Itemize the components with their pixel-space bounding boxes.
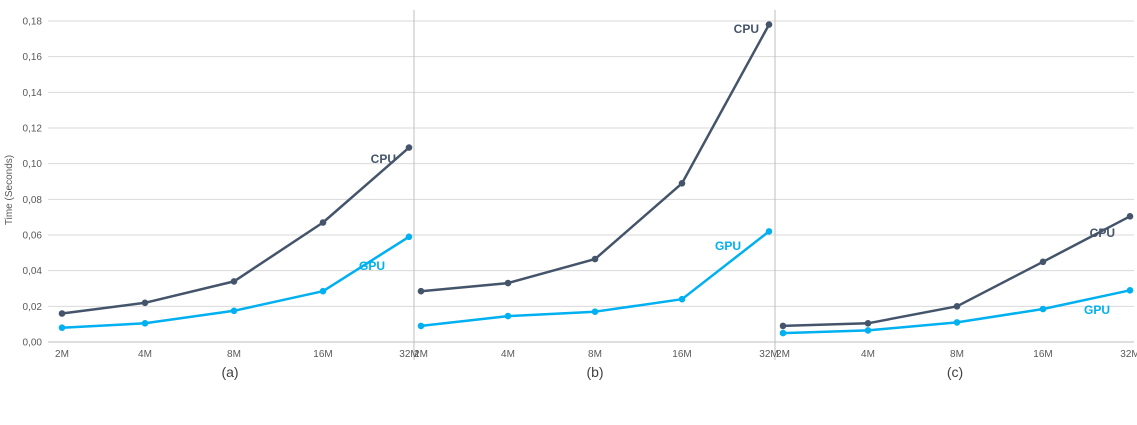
data-point-cpu: [504, 279, 512, 287]
y-tick-label: 0,02: [23, 302, 43, 313]
series-label-cpu: CPU: [734, 22, 759, 36]
data-point-gpu: [864, 327, 872, 334]
data-point-cpu: [591, 255, 599, 263]
x-tick-label: 4M: [138, 349, 152, 360]
data-point-gpu: [319, 287, 327, 295]
data-point-gpu: [953, 319, 961, 326]
x-tick-label: 32M: [759, 349, 778, 360]
data-point-gpu: [504, 312, 512, 320]
series-line-cpu: [61, 146, 410, 315]
x-tick-label: 32M: [399, 349, 418, 360]
data-point-cpu: [864, 320, 872, 327]
x-tick-label: 16M: [672, 349, 691, 360]
y-tick-label: 0,06: [23, 231, 43, 242]
data-point-cpu: [678, 180, 686, 187]
data-point-gpu: [417, 322, 425, 330]
data-point-cpu: [1039, 258, 1047, 266]
x-tick-label: 8M: [227, 349, 241, 360]
data-point-gpu: [765, 228, 773, 235]
data-point-cpu: [417, 287, 425, 295]
data-point-cpu: [779, 322, 787, 330]
y-tick-label: 0,08: [23, 195, 43, 206]
series-label-cpu: CPU: [1090, 226, 1115, 240]
series-label-cpu: CPU: [371, 152, 396, 166]
data-point-gpu: [591, 308, 599, 316]
series-label-gpu: GPU: [1084, 303, 1110, 317]
x-tick-label: 2M: [55, 349, 69, 360]
x-tick-label: 2M: [414, 349, 428, 360]
data-point-gpu: [405, 233, 413, 241]
data-point-cpu: [141, 299, 149, 307]
panel-b: 2M 4M 8M 16M 32M (b) CPU GPU: [414, 21, 779, 380]
y-tick-label: 0,12: [23, 124, 43, 135]
data-point-cpu: [58, 310, 66, 317]
y-tick-label: 0,18: [23, 17, 43, 28]
data-point-cpu: [230, 278, 238, 285]
data-point-gpu: [58, 324, 66, 332]
x-tick-label: 32M: [1120, 349, 1137, 360]
x-tick-label: 16M: [313, 349, 332, 360]
x-tick-label: 4M: [861, 349, 875, 360]
y-tick-label: 0,00: [23, 338, 43, 349]
data-point-cpu: [405, 144, 413, 151]
panel-label: (c): [947, 364, 963, 380]
data-point-gpu: [230, 307, 238, 315]
x-tick-label: 8M: [588, 349, 602, 360]
y-tick-label: 0,16: [23, 52, 43, 63]
panel-label: (a): [221, 364, 238, 380]
y-tick-label: 0,14: [23, 88, 43, 99]
data-point-cpu: [765, 21, 773, 28]
x-tick-label: 2M: [776, 349, 790, 360]
series-line-gpu: [782, 289, 1131, 335]
y-tick-label: 0,10: [23, 159, 43, 170]
panel-label: (b): [586, 364, 603, 380]
x-tick-label: 4M: [501, 349, 515, 360]
data-point-gpu: [1126, 287, 1134, 294]
series-label-gpu: GPU: [359, 259, 385, 273]
panel-c: 2M 4M 8M 16M 32M (c) CPU GPU: [776, 213, 1137, 380]
series-label-gpu: GPU: [715, 239, 741, 253]
panel-layer: 2M 4M 8M 16M 32M (a) CPU GPU 2M 4M 8M 16M 32M (b) CPU G…: [55, 21, 1137, 380]
data-point-gpu: [678, 295, 686, 303]
data-point-gpu: [1039, 305, 1047, 313]
data-point-gpu: [779, 329, 787, 337]
y-axis-title: Time (Seconds): [4, 155, 15, 225]
data-point-gpu: [141, 320, 149, 327]
data-point-cpu: [319, 219, 327, 226]
data-point-cpu: [953, 303, 961, 310]
x-tick-label: 8M: [950, 349, 964, 360]
data-point-cpu: [1126, 213, 1134, 220]
panel-a: 2M 4M 8M 16M 32M (a) CPU GPU: [55, 144, 419, 380]
grid-layer: 0,00 0,02 0,04 0,06 0,08 0,10 0,12 0,14 0,16 0,18: [23, 10, 1134, 360]
y-tick-label: 0,04: [23, 266, 43, 277]
x-tick-label: 16M: [1033, 349, 1052, 360]
